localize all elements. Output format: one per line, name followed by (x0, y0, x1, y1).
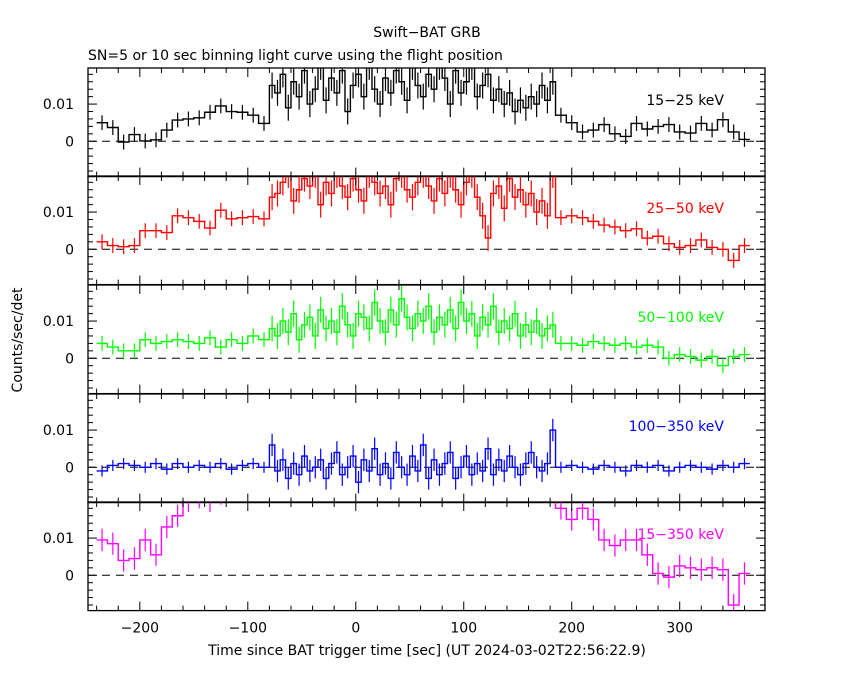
panel-frame (87, 501, 766, 612)
panel-1: 0 0.01 15−25 keV (43, 67, 766, 178)
light-curve-step (96, 68, 750, 143)
x-tick-label: 200 (558, 621, 585, 637)
series-1 (96, 68, 750, 150)
series-5 (96, 502, 750, 611)
y-tick-label: 0.01 (43, 314, 74, 330)
y-tick-label: 0 (65, 242, 74, 258)
x-tick-label: −100 (229, 621, 267, 637)
light-curve-step (96, 176, 750, 262)
x-tick-label: 100 (450, 621, 477, 637)
panel-frame (87, 284, 766, 395)
y-tick-label: 0 (65, 351, 74, 367)
y-tick-label: 0.01 (43, 531, 74, 547)
panel-4: 0 0.01 100−350 keV (43, 393, 766, 504)
x-axis-label: Time since BAT trigger time [sec] (UT 20… (207, 643, 646, 659)
series-2 (96, 176, 750, 268)
x-tick-label: 300 (666, 621, 693, 637)
y-tick-label: 0.01 (43, 97, 74, 113)
y-tick-label: 0 (65, 460, 74, 476)
y-tick-label: 0.01 (43, 423, 74, 439)
energy-band-label: 15−350 keV (637, 527, 724, 543)
y-tick-label: 0.01 (43, 205, 74, 221)
light-curve-step (96, 502, 750, 606)
y-tick-label: 0 (65, 134, 74, 150)
series-4 (96, 418, 750, 494)
y-tick-label: 0 (65, 568, 74, 584)
chart-subtitle: SN=5 or 10 sec binning light curve using… (88, 48, 503, 64)
panel-3: 0 0.01 50−100 keV (43, 284, 766, 395)
energy-band-label: 50−100 keV (637, 310, 724, 326)
light-curve-step (96, 429, 750, 483)
chart-title: Swift−BAT GRB (373, 25, 480, 41)
energy-band-label: 15−25 keV (646, 93, 724, 109)
y-axis-label: Counts/sec/det (10, 287, 26, 392)
energy-band-label: 100−350 keV (629, 419, 725, 435)
x-tick-label: −200 (121, 621, 159, 637)
x-tick-label: 0 (351, 621, 360, 637)
panel-5: 0 0.01 15−350 keV (43, 501, 766, 612)
panel-2: 0 0.01 25−50 keV (43, 175, 766, 286)
panel-frame (87, 175, 766, 286)
energy-band-label: 25−50 keV (646, 201, 724, 217)
light-curve-step (96, 298, 750, 367)
series-3 (96, 285, 750, 374)
